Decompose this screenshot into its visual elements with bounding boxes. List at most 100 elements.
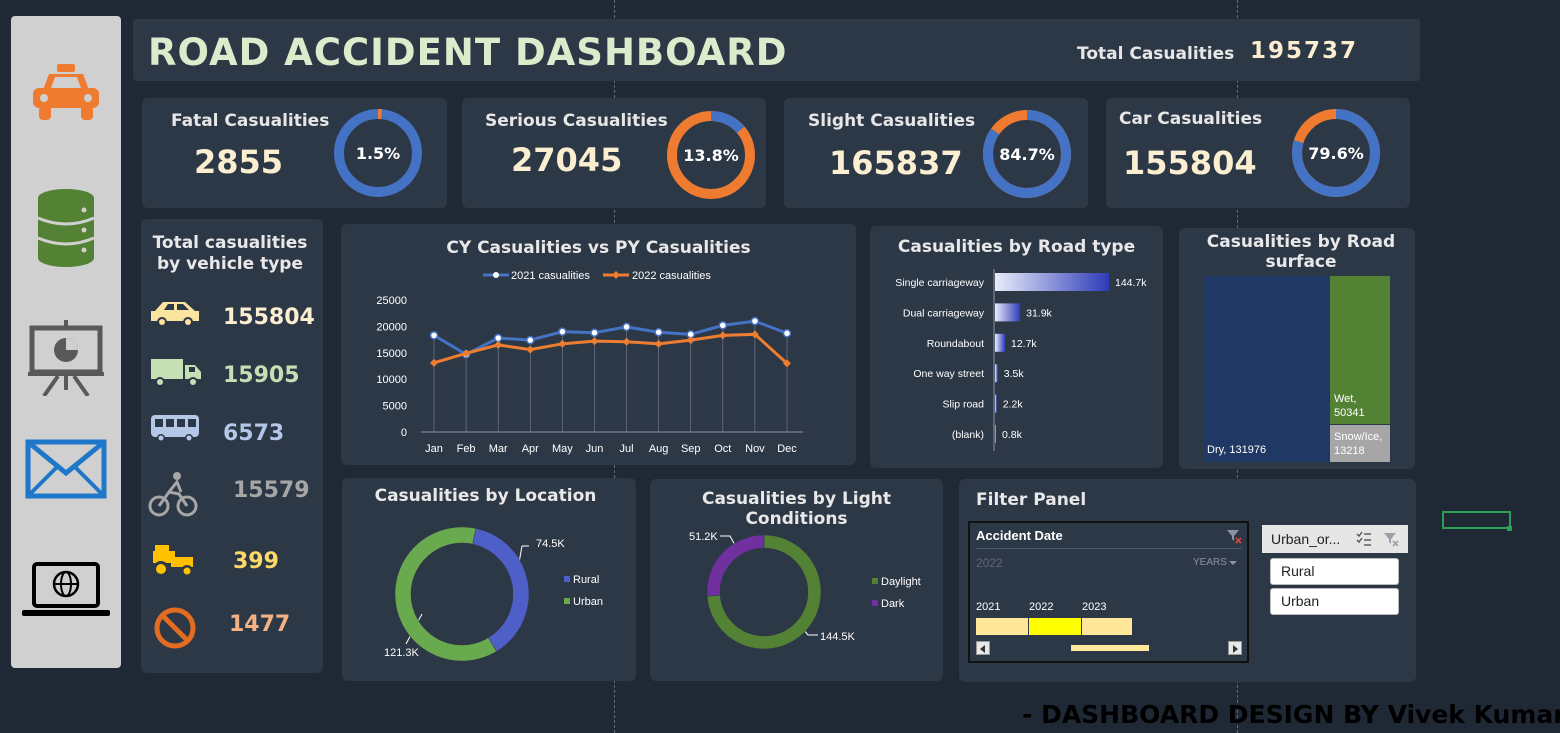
vehicle-value: 6573 [223,421,285,446]
road-type-bar [995,333,1006,352]
laptop-globe-icon[interactable] [11,562,121,620]
kpi-value: 155804 [1123,144,1257,182]
vehicle-value: 399 [233,549,279,574]
road-type-value-label: 2.2k [1003,399,1024,411]
tractor-icon [153,545,193,577]
timeline-scrollbar[interactable] [976,641,1242,655]
y-tick-label: 0 [401,427,407,439]
vehicle-value: 15579 [233,478,310,503]
x-tick-label: Sep [681,443,701,455]
timeline-bar-2021[interactable] [976,618,1028,635]
kpi-donut: 84.7% [983,110,1071,198]
data-point [622,322,631,332]
page-title: ROAD ACCIDENT DASHBOARD [148,31,788,74]
light-donut-chart: Daylight Dark 51.2K 144.5K [689,531,921,650]
kpi-card-fatal: Fatal Casualities 2855 1.5% [142,98,447,208]
mail-icon[interactable] [11,439,121,499]
data-point [429,331,439,340]
x-tick-label: Feb [457,443,476,455]
data-point [493,333,503,343]
trend-chart-card: CY Casualities vs PY Casualities 2021 ca… [341,224,856,465]
accident-date-timeline[interactable]: Accident Date 2022 YEARS 2021 2022 2023 [968,521,1249,663]
road-type-category: Dual carriageway [903,307,985,319]
treemap-snow: Snow/Ice, 13218 [1330,425,1390,462]
data-point [526,335,535,345]
x-tick-label: Apr [522,443,539,455]
road-type-value-label: 12.7k [1011,338,1037,350]
scroll-left-button[interactable] [976,641,990,655]
road-type-bar [995,273,1109,291]
kpi-value: 2855 [194,143,284,181]
car-icon [151,302,199,327]
scroll-thumb[interactable] [1071,645,1149,651]
trend-legend: 2021 casualities 2022 casualities [483,270,711,282]
selected-cell[interactable] [1442,511,1511,529]
kpi-donut-arc [983,110,1071,198]
fill-handle[interactable] [1507,526,1512,531]
data-point [782,329,792,338]
slicer-option-urban[interactable]: Urban [1270,588,1399,615]
scroll-right-button[interactable] [1228,641,1242,655]
database-icon[interactable] [11,188,121,268]
car-icon[interactable] [11,62,121,124]
data-point [686,336,695,345]
data-point [750,330,759,339]
road-type-bar [995,394,997,413]
data-point [494,340,503,349]
timeline-year-2021: 2021 [976,601,1001,613]
road-type-value-label: 144.7k [1115,277,1147,289]
multi-select-icon[interactable] [1356,531,1372,547]
vehicle-row-truck: 15905 [141,355,321,401]
filter-panel: Filter Panel Accident Date 2022 YEARS 20… [959,479,1416,682]
vehicle-value: 15905 [223,363,300,388]
x-tick-label: May [552,443,573,455]
donut-slice [706,534,822,650]
vehicle-row-car: 155804 [141,297,321,343]
presentation-icon[interactable] [11,320,121,396]
donut-slice [706,534,765,597]
vehicle-value: 155804 [223,305,315,330]
treemap-snow-name: Snow/Ice, [1334,431,1383,443]
timeline-period-dropdown[interactable]: YEARS [1193,557,1227,568]
rural-data-label: 74.5K [536,538,565,550]
urban-data-label: 121.3K [384,647,420,659]
clear-filter-icon[interactable] [1383,531,1399,547]
location-donut-chart: Rural Urban 74.5K 121.3K [384,526,603,662]
vehicle-row-bus: 6573 [141,413,321,459]
y-tick-label: 10000 [376,374,407,386]
road-type-bar [995,303,1021,322]
legend-dark: Dark [881,598,905,610]
kpi-label: Car Casualities [1119,109,1263,129]
donut-slice [472,528,530,652]
road-type-bar [995,425,996,443]
road-type-value-label: 0.8k [1002,429,1023,441]
kpi-donut-arc [667,111,755,199]
kpi-label: Fatal Casualities [171,111,330,131]
slicer-option-rural[interactable]: Rural [1270,558,1399,585]
kpi-card-serious: Serious Casualities 27045 13.8% [462,98,766,208]
data-point [718,321,728,330]
data-point [654,339,663,348]
urban-slicer-header: Urban_or... [1262,525,1408,553]
road-surface-card: Casualities by Road surface Dry, 131976 … [1179,228,1415,469]
road-type-category: Slip road [943,399,985,411]
vehicle-type-panel: Total casualities by vehicle type 155804… [141,219,323,673]
data-point [783,359,791,368]
series-line [433,332,789,365]
data-point [558,327,567,336]
data-point [718,331,727,340]
chevron-down-icon[interactable] [1229,561,1237,565]
timeline-bar-2022[interactable] [1029,618,1081,635]
timeline-header: Accident Date [976,528,1063,543]
kpi-value: 165837 [829,144,963,182]
x-tick-label: Oct [714,443,731,455]
timeline-bar-2023[interactable] [1082,618,1132,635]
sidebar [11,16,121,668]
clear-filter-icon[interactable] [1226,528,1242,544]
y-tick-label: 20000 [376,321,407,333]
road-type-category: One way street [913,368,984,380]
data-point [558,339,567,348]
legend-rural: Rural [573,574,599,586]
legend-2021: 2021 casualities [511,270,590,282]
light-card: Casualities by Light Conditions Daylight… [650,479,943,681]
